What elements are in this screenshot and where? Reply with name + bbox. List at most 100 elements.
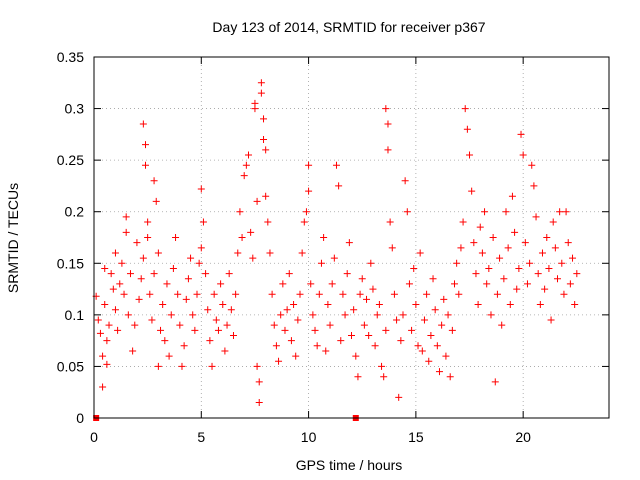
data-point [103,360,111,368]
data-point [341,311,349,319]
data-point [343,270,351,278]
data-point [163,280,171,288]
data-point [558,259,566,267]
data-point [554,275,561,283]
data-point [223,321,231,329]
data-point [292,352,300,360]
data-point [526,259,534,267]
data-point [373,311,381,319]
data-point [182,295,190,303]
data-point [491,378,499,386]
data-point [204,306,212,314]
data-point [416,249,424,257]
data-point [253,362,261,370]
data-point [257,79,265,87]
data-point [573,270,581,278]
data-point [309,311,317,319]
data-point [504,244,512,252]
data-point [405,280,413,288]
data-point [448,326,456,334]
data-point [435,368,443,376]
data-point [142,141,149,149]
data-point [427,331,435,339]
data-point [109,285,117,293]
data-point [298,249,306,257]
data-point [103,337,111,345]
data-point [178,362,186,370]
x-tick-label: 5 [197,429,205,445]
data-point [566,280,574,288]
data-point [332,161,340,169]
data-point [290,301,298,309]
data-point [111,306,119,314]
data-point [99,383,107,391]
data-point [569,254,577,262]
data-point [221,347,229,355]
data-point [457,244,465,252]
data-point [496,254,504,262]
data-point [523,280,531,288]
data-point [425,357,433,365]
data-point [556,208,564,216]
data-point [116,280,124,288]
data-point [489,234,497,241]
data-point [232,290,240,298]
data-point [399,311,407,319]
data-point [414,342,422,350]
data-point [328,280,336,288]
data-point [101,301,109,309]
data-point [410,264,418,272]
data-point [528,161,536,169]
data-point [142,161,149,169]
data-point [420,316,428,324]
data-point [547,316,555,324]
y-tick-label: 0.05 [57,358,84,374]
data-point [367,259,375,267]
data-point [214,326,222,334]
data-point [369,285,377,293]
data-point [272,342,280,350]
data-point [227,306,235,314]
data-point [365,331,373,339]
data-point [564,239,572,247]
data-point [247,228,255,236]
data-point [350,306,358,314]
data-point [176,321,184,329]
data-point [172,234,180,241]
data-point [536,301,544,309]
data-point [255,399,263,407]
plot-frame [93,56,610,419]
y-tick-label: 0.3 [65,101,85,117]
data-point [560,290,568,298]
data-point [397,337,405,345]
y-tick-label: 0.35 [57,49,84,65]
data-point [384,146,392,154]
data-point [461,105,469,113]
data-point [517,130,525,138]
data-point [412,301,420,309]
data-point [187,254,195,262]
data-point [199,218,207,226]
data-point [521,239,529,247]
data-point [493,290,501,298]
data-point [283,306,291,314]
x-tick-label: 15 [408,429,424,445]
data-point [126,270,134,278]
data-point [114,326,122,334]
data-point [459,218,467,226]
data-point [442,352,450,360]
data-point [382,105,390,113]
data-point [313,342,321,350]
data-point [129,347,137,355]
data-point [485,264,493,272]
data-point [202,270,210,278]
data-point [281,326,289,334]
data-point [330,254,338,262]
data-point [455,290,463,298]
x-tick-label: 20 [515,429,531,445]
data-point [311,326,319,334]
y-tick-label: 0.1 [65,307,85,323]
data-point [549,218,557,226]
y-tick-label: 0 [76,410,84,426]
